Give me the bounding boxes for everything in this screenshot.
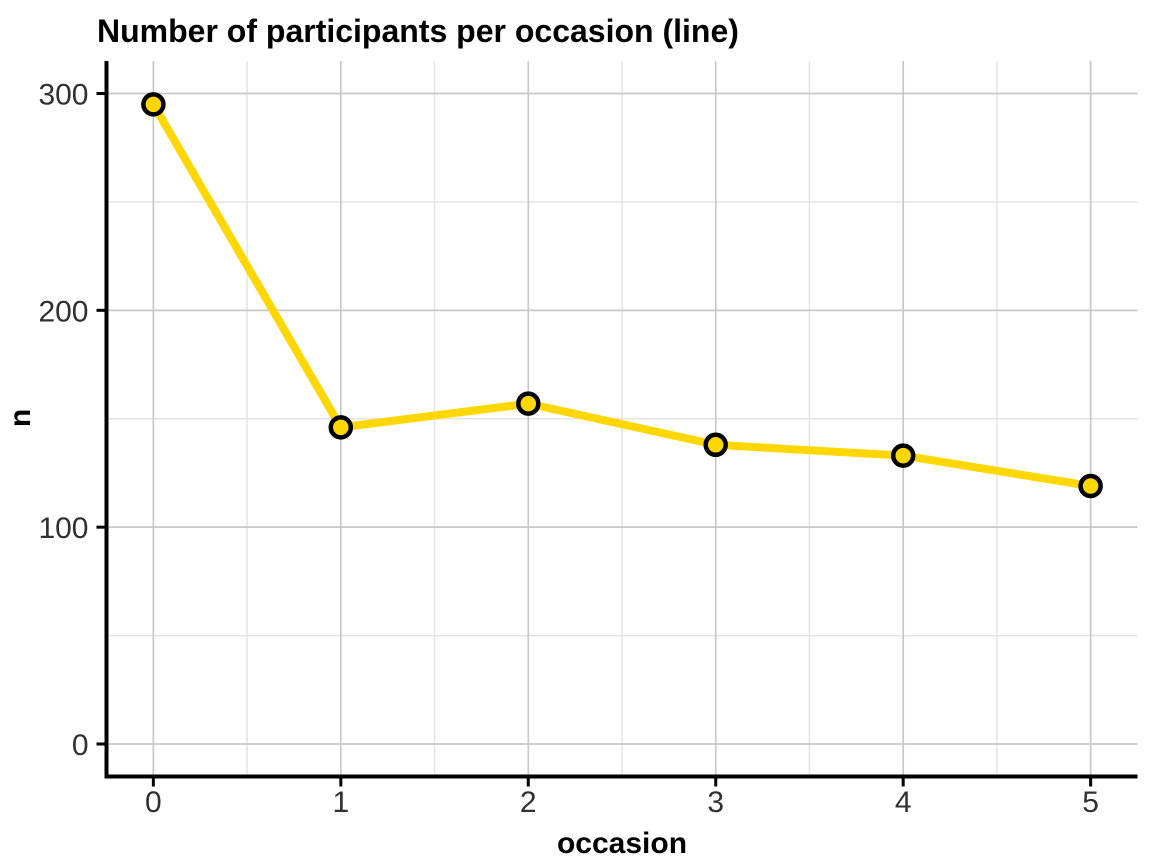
x-tick-label: 5 <box>1082 786 1099 819</box>
axis-lines <box>104 61 1138 779</box>
data-point <box>141 92 166 117</box>
y-tick-label: 300 <box>38 79 88 112</box>
data-point <box>328 415 354 440</box>
x-tick-label: 2 <box>520 786 537 819</box>
major-gridlines <box>106 61 1138 777</box>
data-series <box>141 92 1103 499</box>
x-axis-title: occasion <box>557 827 687 860</box>
y-tick-label: 0 <box>72 729 89 762</box>
x-tick-label: 4 <box>895 786 912 819</box>
data-point <box>1078 473 1103 499</box>
y-tick-label: 100 <box>38 512 88 545</box>
chart-title: Number of participants per occasion (lin… <box>97 13 739 49</box>
x-tick-label: 3 <box>707 786 724 819</box>
x-tick-label: 0 <box>145 786 162 819</box>
y-tick-label: 200 <box>38 295 88 328</box>
data-point <box>703 432 728 458</box>
axis-ticks <box>96 92 1093 787</box>
data-point <box>516 391 541 416</box>
tick-labels: 0 1 2 3 4 5 0 100 200 300 <box>38 79 1099 819</box>
data-line <box>149 102 1092 490</box>
minor-gridlines <box>106 61 1138 777</box>
data-point <box>890 443 916 468</box>
y-axis-title: n <box>4 409 37 427</box>
x-tick-label: 1 <box>332 786 349 819</box>
